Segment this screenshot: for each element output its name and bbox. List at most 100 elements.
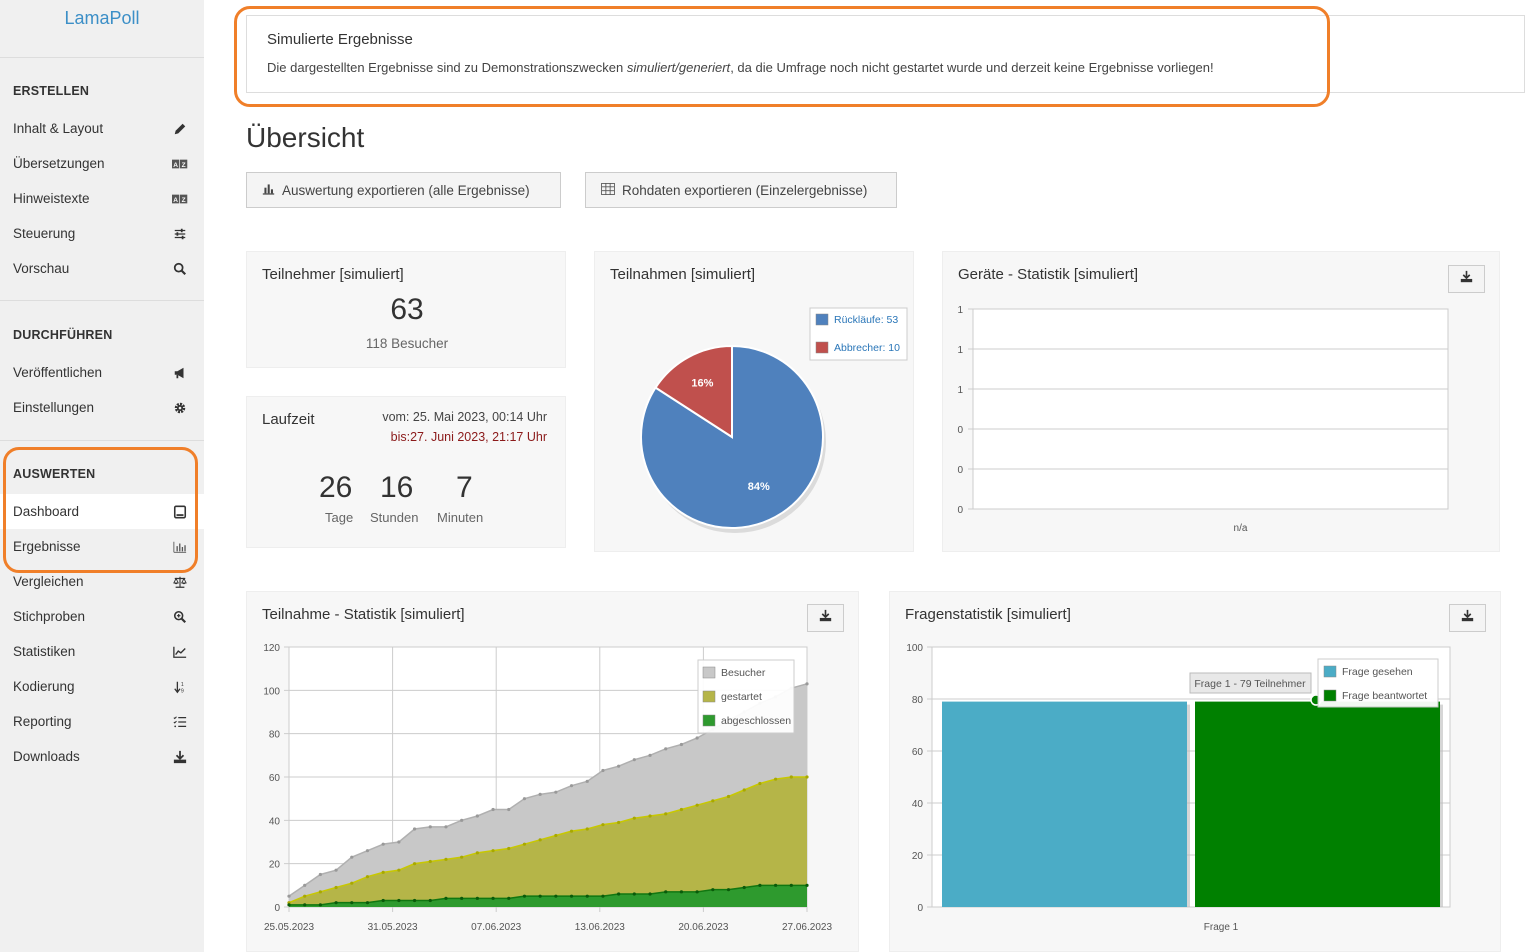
sidebar-item-einstellungen[interactable]: Einstellungen [0, 390, 204, 425]
section-title-durchfuehren: DURCHFÜHREN [13, 328, 113, 342]
tooltip-text: Frage 1 - 79 Teilnehmer [1194, 678, 1306, 690]
plot-area [972, 308, 1449, 510]
visitor-count: 118 Besucher [365, 336, 449, 351]
data-point [460, 855, 464, 859]
data-point [460, 896, 464, 900]
pie-slice [654, 344, 733, 439]
runtime-from: vom: 25. Mai 2023, 00:14 Uhr [382, 410, 547, 424]
data-point [491, 807, 495, 812]
sidebar-item-vergleichen[interactable]: Vergleichen [0, 564, 204, 599]
hours-label: Stunden [370, 510, 419, 525]
data-point [444, 896, 448, 900]
data-point [774, 777, 778, 781]
sidebar-item-label: Dashboard [13, 504, 80, 519]
sidebar-item-label: Ergebnisse [13, 539, 81, 554]
sidebar-item-label: Übersetzungen [13, 156, 105, 171]
data-point [475, 896, 479, 900]
y-tick-label: 40 [269, 816, 281, 827]
x-tick-label: n/a [1234, 523, 1248, 534]
tablet-icon [172, 504, 188, 520]
export-raw-data-button[interactable]: Rohdaten exportieren (Einzelergebnisse) [585, 172, 897, 208]
download-participation-button[interactable] [807, 604, 844, 632]
sidebar-item-inhalt-layout[interactable]: Inhalt & Layout [0, 111, 204, 146]
data-point [664, 812, 668, 816]
legend-swatch [1323, 689, 1337, 702]
legend-label: Abbrecher: 10 [834, 342, 900, 354]
data-point [774, 883, 778, 887]
sidebar-item-ergebnisse[interactable]: Ergebnisse [0, 529, 204, 564]
card-title: Fragenstatistik [simuliert] [905, 606, 1071, 623]
bar-chart-icon [262, 182, 275, 198]
data-point [365, 901, 370, 905]
download-icon [172, 749, 188, 765]
data-point [334, 868, 338, 872]
legend-label: Frage gesehen [1342, 666, 1413, 678]
download-question-stats-button[interactable] [1449, 604, 1486, 632]
app-logo[interactable]: LamaPoll [0, 0, 204, 58]
data-point [711, 888, 715, 892]
data-point [412, 827, 417, 831]
participations-pie-chart: 84% 16% Rückläufe: 53 Abbrecher: 10 [640, 307, 908, 533]
export-evaluation-button[interactable]: Auswertung exportieren (alle Ergebnisse) [246, 172, 561, 208]
sidebar-item-statistiken[interactable]: Statistiken [0, 634, 204, 669]
sidebar-item-label: Statistiken [13, 644, 76, 659]
legend-swatch [702, 714, 716, 727]
sidebar-item-stichproben[interactable]: Stichproben [0, 599, 204, 634]
section-title-auswerten: AUSWERTEN [13, 467, 96, 481]
runtime-card: Laufzeit vom: 25. Mai 2023, 00:14 Uhr bi… [246, 396, 566, 548]
devices-chart: 1 1 1 0 0 0 n/a [957, 305, 1449, 534]
data-point [303, 903, 307, 907]
hours-value: 16 [380, 471, 414, 504]
table-icon [601, 182, 615, 198]
data-point [522, 842, 527, 846]
sidebar-item-steuerung[interactable]: Steuerung [0, 216, 204, 251]
data-point [742, 885, 746, 890]
data-point [679, 742, 684, 747]
data-point [711, 799, 715, 803]
y-tick-label: 1 [957, 305, 963, 316]
sidebar-item-label: Vorschau [13, 261, 70, 276]
data-point [428, 859, 432, 864]
data-point [569, 784, 574, 788]
participant-count: 63 [390, 293, 424, 326]
y-tick-label: 40 [912, 799, 924, 810]
pencil-icon [172, 121, 188, 137]
sidebar-item-dashboard[interactable]: Dashboard [0, 494, 204, 529]
export-evaluation-label: Auswertung exportieren (alle Ergebnisse) [282, 182, 530, 198]
legend-swatch [1323, 665, 1337, 678]
y-tick-label: 1 [957, 345, 963, 356]
download-icon [819, 609, 832, 627]
svg-text:9: 9 [181, 688, 184, 694]
data-point [617, 820, 621, 825]
card-title: Teilnehmer [simuliert] [262, 266, 404, 283]
sidebar-item-reporting[interactable]: Reporting [0, 704, 204, 739]
y-tick-label: 80 [912, 695, 924, 706]
data-point [397, 868, 401, 872]
data-point [632, 758, 636, 762]
data-point [318, 890, 322, 894]
sidebar-item-downloads[interactable]: Downloads [0, 739, 204, 774]
notice-text: Die dargestellten Ergebnisse sind zu Dem… [267, 60, 1214, 75]
y-tick-label: 60 [269, 773, 281, 784]
download-icon [1460, 270, 1473, 288]
sidebar-item-label: Einstellungen [13, 400, 95, 415]
y-tick-label: 120 [263, 643, 280, 654]
sidebar-item-veroeffentlichen[interactable]: Veröffentlichen [0, 355, 204, 390]
sidebar-item-vorschau[interactable]: Vorschau [0, 251, 204, 286]
sidebar-item-label: Veröffentlichen [13, 365, 103, 380]
download-devices-button[interactable] [1448, 265, 1485, 293]
sidebar: LamaPoll ERSTELLEN Inhalt & Layout Übers… [0, 0, 204, 952]
data-point [617, 892, 621, 896]
data-point [695, 803, 699, 807]
data-point [381, 842, 385, 846]
data-point [585, 779, 589, 783]
data-point [601, 768, 605, 773]
y-tick-label: 0 [957, 505, 963, 516]
data-point [287, 903, 291, 907]
data-point [428, 898, 432, 903]
data-point [617, 764, 621, 768]
